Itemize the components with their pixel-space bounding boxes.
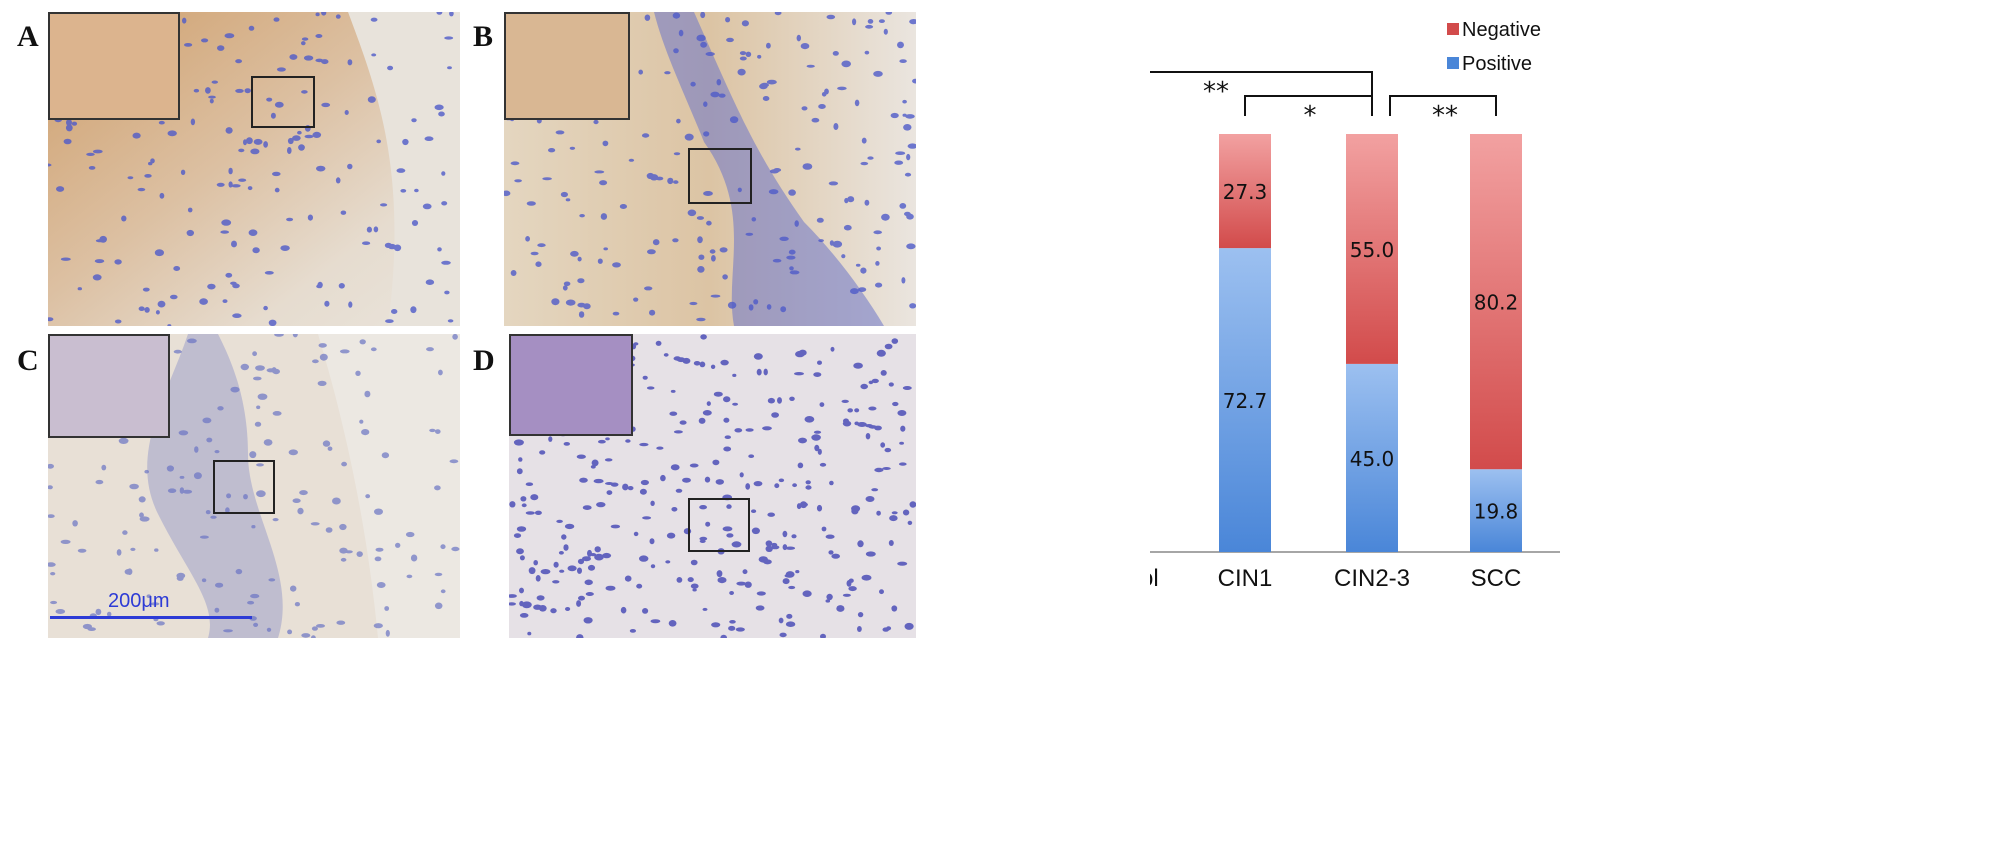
micrograph-panel-d — [509, 334, 916, 638]
stacked-bar-chart: 0%20%40%60%80%100%Percentage80.020.0Cont… — [1150, 19, 1560, 592]
panel-label-b: B — [473, 20, 494, 53]
significance-bracket — [1244, 95, 1373, 116]
bar-negative-scc — [1470, 134, 1522, 470]
micrograph-panel-a — [48, 12, 460, 326]
panel-label-a: A — [17, 20, 39, 53]
inset-box — [48, 334, 170, 438]
zoom-region-box — [251, 76, 315, 128]
micrograph-panel-c: 200μm — [48, 334, 460, 638]
data-label-positive: 72.7 — [1223, 389, 1268, 413]
zoom-region-box — [213, 460, 275, 514]
legend-swatch — [1447, 23, 1459, 35]
inset-box — [48, 12, 180, 120]
data-label-positive: 45.0 — [1350, 447, 1395, 471]
bar-positive-cin2-3 — [1346, 363, 1398, 552]
panel-label-c: C — [17, 344, 39, 377]
data-label-positive: 19.8 — [1474, 500, 1519, 524]
bar-positive-scc — [1470, 469, 1522, 552]
zoom-region-box — [688, 148, 752, 204]
inset-box — [504, 12, 630, 120]
panel-label-d: D — [473, 344, 495, 377]
data-label-negative: 27.3 — [1223, 180, 1268, 204]
zoom-region-box — [688, 498, 750, 552]
x-tick-label: SCC — [1471, 565, 1522, 592]
significance-bracket — [1389, 95, 1497, 116]
bar-negative-cin2-3 — [1346, 134, 1398, 364]
significance-marker: ** — [1432, 101, 1458, 131]
x-tick-label: CIN2-3 — [1334, 565, 1410, 592]
legend-label: Positive — [1462, 53, 1532, 75]
inset-box — [509, 334, 633, 436]
micrograph-panel-b — [504, 12, 916, 326]
significance-bracket — [1150, 71, 1373, 116]
data-label-negative: 55.0 — [1350, 238, 1395, 262]
significance-marker: ** — [1203, 77, 1229, 107]
significance-marker: * — [1304, 101, 1317, 131]
bar-negative-cin1 — [1219, 134, 1271, 249]
x-tick-label: CIN1 — [1218, 565, 1273, 592]
scale-bar — [50, 616, 252, 619]
legend-label: Negative — [1462, 19, 1541, 41]
legend-swatch — [1447, 57, 1459, 69]
bar-positive-cin1 — [1219, 248, 1271, 552]
scale-bar-label: 200μm — [108, 590, 170, 612]
data-label-negative: 80.2 — [1474, 291, 1519, 315]
x-tick-label: Control — [1150, 565, 1159, 592]
